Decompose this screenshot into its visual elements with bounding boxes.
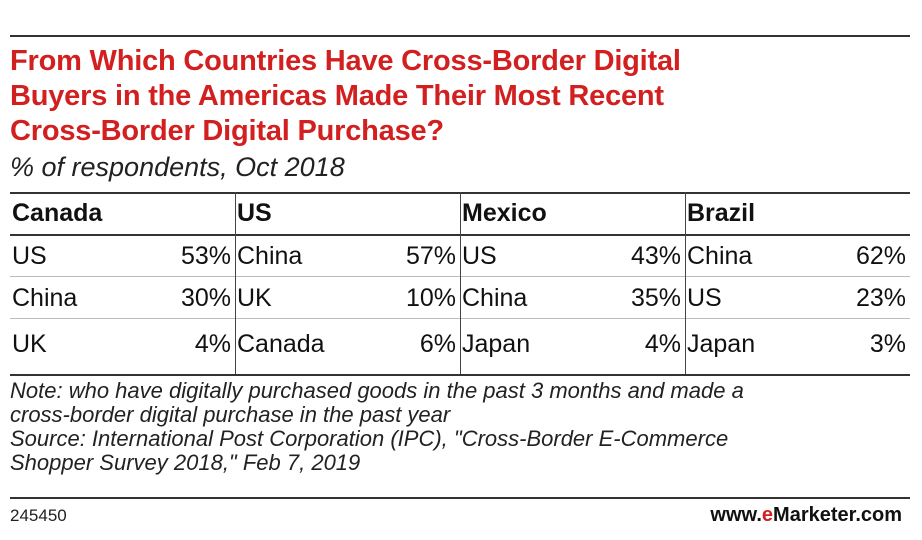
country-label: China (237, 242, 303, 270)
country-label: US (687, 284, 722, 312)
group-header: Brazil (687, 199, 756, 227)
country-label: China (12, 284, 78, 312)
brand-logo: www.eMarketer.com (710, 503, 902, 527)
title-line-1: From Which Countries Have Cross-Border D… (10, 45, 681, 77)
value-label: 10% (405, 284, 456, 312)
note-line-2: cross-border digital purchase in the pas… (10, 402, 451, 427)
brand-name: Marketer (773, 504, 856, 526)
country-label: UK (12, 330, 47, 358)
group-header: US (237, 199, 272, 227)
country-label: China (687, 242, 753, 270)
value-label: 6% (419, 330, 456, 358)
country-label: Japan (462, 330, 531, 358)
group-header: Canada (12, 199, 103, 227)
country-label: Japan (687, 330, 756, 358)
table-column-divider (235, 192, 236, 374)
source-line-1: Source: International Post Corporation (… (10, 426, 729, 451)
table-bottom-rule (10, 374, 910, 376)
value-label: 57% (405, 242, 456, 270)
top-rule (10, 35, 910, 37)
country-label: US (12, 242, 47, 270)
country-label: Canada (237, 330, 325, 358)
data-table: Canada US 53% China 30% UK 4% US China 57% UK 10% Ca… (10, 192, 910, 376)
value-label: 43% (630, 242, 681, 270)
chart-id: 245450 (10, 506, 67, 525)
bottom-rule (10, 497, 910, 499)
group-header: Mexico (462, 199, 547, 227)
value-label: 4% (194, 330, 231, 358)
value-label: 23% (855, 284, 906, 312)
note-source: Note: who have digitally purchased goods… (10, 379, 910, 475)
value-label: 53% (180, 242, 231, 270)
country-label: UK (237, 284, 272, 312)
title-line-2: Buyers in the Americas Made Their Most R… (10, 80, 664, 112)
note-line-1: Note: who have digitally purchased goods… (10, 378, 744, 403)
value-label: 62% (855, 242, 906, 270)
chart-title: From Which Countries Have Cross-Border D… (10, 44, 910, 149)
table-column-divider (460, 192, 461, 374)
value-label: 35% (630, 284, 681, 312)
value-label: 3% (869, 330, 906, 358)
country-label: US (462, 242, 497, 270)
title-line-3: Cross-Border Digital Purchase? (10, 115, 444, 147)
chart-frame: From Which Countries Have Cross-Border D… (10, 0, 910, 540)
chart-subtitle: % of respondents, Oct 2018 (10, 152, 345, 182)
brand-suffix: .com (855, 504, 902, 526)
source-line-2: Shopper Survey 2018," Feb 7, 2019 (10, 450, 361, 475)
table-column-divider (685, 192, 686, 374)
value-label: 4% (644, 330, 681, 358)
brand-accent: e (761, 504, 774, 526)
value-label: 30% (180, 284, 231, 312)
country-label: China (462, 284, 528, 312)
brand-prefix: www. (710, 504, 762, 526)
